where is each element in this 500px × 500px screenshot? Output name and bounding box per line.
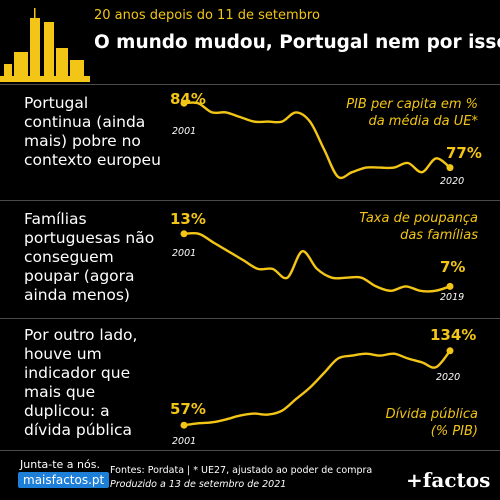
page-subtitle: 20 anos depois do 11 de setembro <box>94 8 320 23</box>
series-label: Dívida pública (% PIB) <box>386 406 478 440</box>
series-label-line: PIB per capita em % <box>346 97 478 112</box>
end-value: 7% <box>440 258 466 276</box>
start-year: 2001 <box>172 248 197 259</box>
row-text-line: Famílias <box>24 210 87 228</box>
row-text-line: houve um <box>24 345 102 363</box>
start-value: 57% <box>170 400 206 418</box>
series-label: Taxa de poupança das famílias <box>359 210 478 244</box>
series-line-3 <box>182 349 452 427</box>
series-label: PIB per capita em % da média da UE* <box>346 96 478 130</box>
end-point-3 <box>446 347 454 355</box>
divider <box>0 200 500 201</box>
series-label-line: (% PIB) <box>430 424 478 439</box>
end-year: 2020 <box>440 176 465 187</box>
end-value: 77% <box>446 144 482 162</box>
row-text-line: portuguesas não <box>24 229 155 247</box>
row-text-line: mais) pobre no <box>24 132 141 150</box>
series-label-line: das famílias <box>400 228 478 243</box>
start-year: 2001 <box>172 126 197 137</box>
end-year: 2020 <box>436 372 461 383</box>
brand-logo: +factos <box>406 468 491 492</box>
row-text-line: dívida pública <box>24 421 133 439</box>
row-text-line: conseguem <box>24 248 114 266</box>
website-link[interactable]: maisfactos.pt <box>18 472 110 488</box>
row-3-description: Por outro lado, houve um indicador que m… <box>24 326 137 440</box>
start-point-3 <box>180 421 188 429</box>
end-point-1 <box>446 164 454 172</box>
row-text-line: Portugal <box>24 94 89 112</box>
start-value: 13% <box>170 210 206 228</box>
series-label-line: Dívida pública <box>385 407 478 422</box>
series-line-1 <box>182 101 452 180</box>
twin-towers-logo <box>0 8 90 82</box>
page-title: O mundo mudou, Portugal nem por isso <box>94 32 500 53</box>
row-text-line: duplicou: a <box>24 402 110 420</box>
series-label-line: Taxa de poupança <box>359 211 478 226</box>
row-2-description: Famílias portuguesas não conseguem poupa… <box>24 210 154 305</box>
end-year: 2019 <box>440 292 465 303</box>
start-point-1 <box>180 99 188 107</box>
end-value: 134% <box>430 326 477 344</box>
row-1-description: Portugal continua (ainda mais) pobre no … <box>24 94 161 170</box>
divider <box>0 318 500 319</box>
divider <box>0 450 500 451</box>
row-text-line: indicador que <box>24 364 131 382</box>
end-point-2 <box>446 282 454 290</box>
start-year: 2001 <box>172 436 197 447</box>
row-text-line: Por outro lado, <box>24 326 138 344</box>
series-line-2 <box>182 231 452 293</box>
start-point-2 <box>180 230 188 238</box>
production-date: Produzido a 13 de setembro de 2021 <box>110 479 287 490</box>
row-text-line: continua (ainda <box>24 113 146 131</box>
series-label-line: da média da UE* <box>368 114 478 129</box>
cta-text: Junta-te a nós. <box>20 458 100 471</box>
divider <box>0 84 500 85</box>
row-text-line: mais que <box>24 383 96 401</box>
row-text-line: poupar (agora <box>24 267 135 285</box>
row-text-line: contexto europeu <box>24 151 161 169</box>
source-note: Fontes: Pordata | * UE27, ajustado ao po… <box>110 465 373 476</box>
row-text-line: ainda menos) <box>24 286 130 304</box>
